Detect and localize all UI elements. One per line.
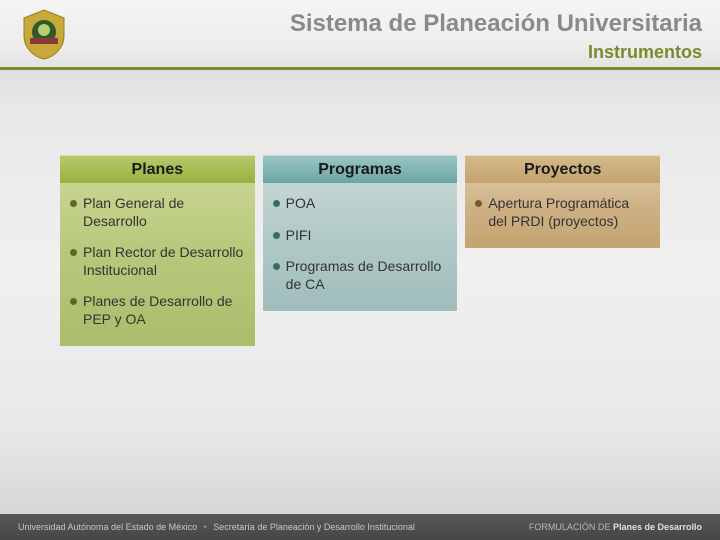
column-planes: Planes Plan General de Desarrollo Plan R…	[60, 155, 255, 346]
column-body: POA PIFI Programas de Desarrollo de CA	[263, 183, 458, 311]
footer: Universidad Autónoma del Estado de Méxic…	[0, 514, 720, 540]
list-item: POA	[273, 195, 448, 213]
page-title: Sistema de Planeación Universitaria	[290, 10, 702, 38]
column-body: Apertura Programática del PRDI (proyecto…	[465, 183, 660, 248]
bullet-icon	[70, 200, 77, 207]
separator-icon: •	[204, 522, 207, 532]
university-crest-icon	[20, 8, 68, 60]
item-text: Plan General de Desarrollo	[83, 195, 245, 230]
list-item: Plan General de Desarrollo	[70, 195, 245, 230]
item-text: POA	[286, 195, 316, 213]
item-text: Programas de Desarrollo de CA	[286, 258, 448, 293]
columns-container: Planes Plan General de Desarrollo Plan R…	[60, 155, 660, 346]
item-text: Planes de Desarrollo de PEP y OA	[83, 293, 245, 328]
column-header: Programas	[263, 155, 458, 183]
header: Sistema de Planeación Universitaria Inst…	[0, 0, 720, 70]
bullet-icon	[273, 232, 280, 239]
bullet-icon	[475, 200, 482, 207]
column-proyectos: Proyectos Apertura Programática del PRDI…	[465, 155, 660, 346]
footer-secretaria: Secretaría de Planeación y Desarrollo In…	[213, 522, 415, 532]
footer-right: FORMULACIÓN DE Planes de Desarrollo	[529, 522, 702, 532]
page-subtitle: Instrumentos	[588, 42, 702, 63]
item-text: Plan Rector de Desarrollo Institucional	[83, 244, 245, 279]
item-text: PIFI	[286, 227, 312, 245]
column-header: Proyectos	[465, 155, 660, 183]
footer-main: Planes de Desarrollo	[613, 522, 702, 532]
list-item: Programas de Desarrollo de CA	[273, 258, 448, 293]
list-item: Apertura Programática del PRDI (proyecto…	[475, 195, 650, 230]
footer-prefix: FORMULACIÓN DE	[529, 522, 611, 532]
list-item: PIFI	[273, 227, 448, 245]
column-programas: Programas POA PIFI Programas de Desarrol…	[263, 155, 458, 346]
column-body: Plan General de Desarrollo Plan Rector d…	[60, 183, 255, 346]
list-item: Plan Rector de Desarrollo Institucional	[70, 244, 245, 279]
footer-university: Universidad Autónoma del Estado de Méxic…	[18, 522, 197, 532]
list-item: Planes de Desarrollo de PEP y OA	[70, 293, 245, 328]
bullet-icon	[273, 200, 280, 207]
footer-left: Universidad Autónoma del Estado de Méxic…	[18, 522, 415, 532]
bullet-icon	[273, 263, 280, 270]
item-text: Apertura Programática del PRDI (proyecto…	[488, 195, 650, 230]
bullet-icon	[70, 249, 77, 256]
column-header: Planes	[60, 155, 255, 183]
bullet-icon	[70, 298, 77, 305]
